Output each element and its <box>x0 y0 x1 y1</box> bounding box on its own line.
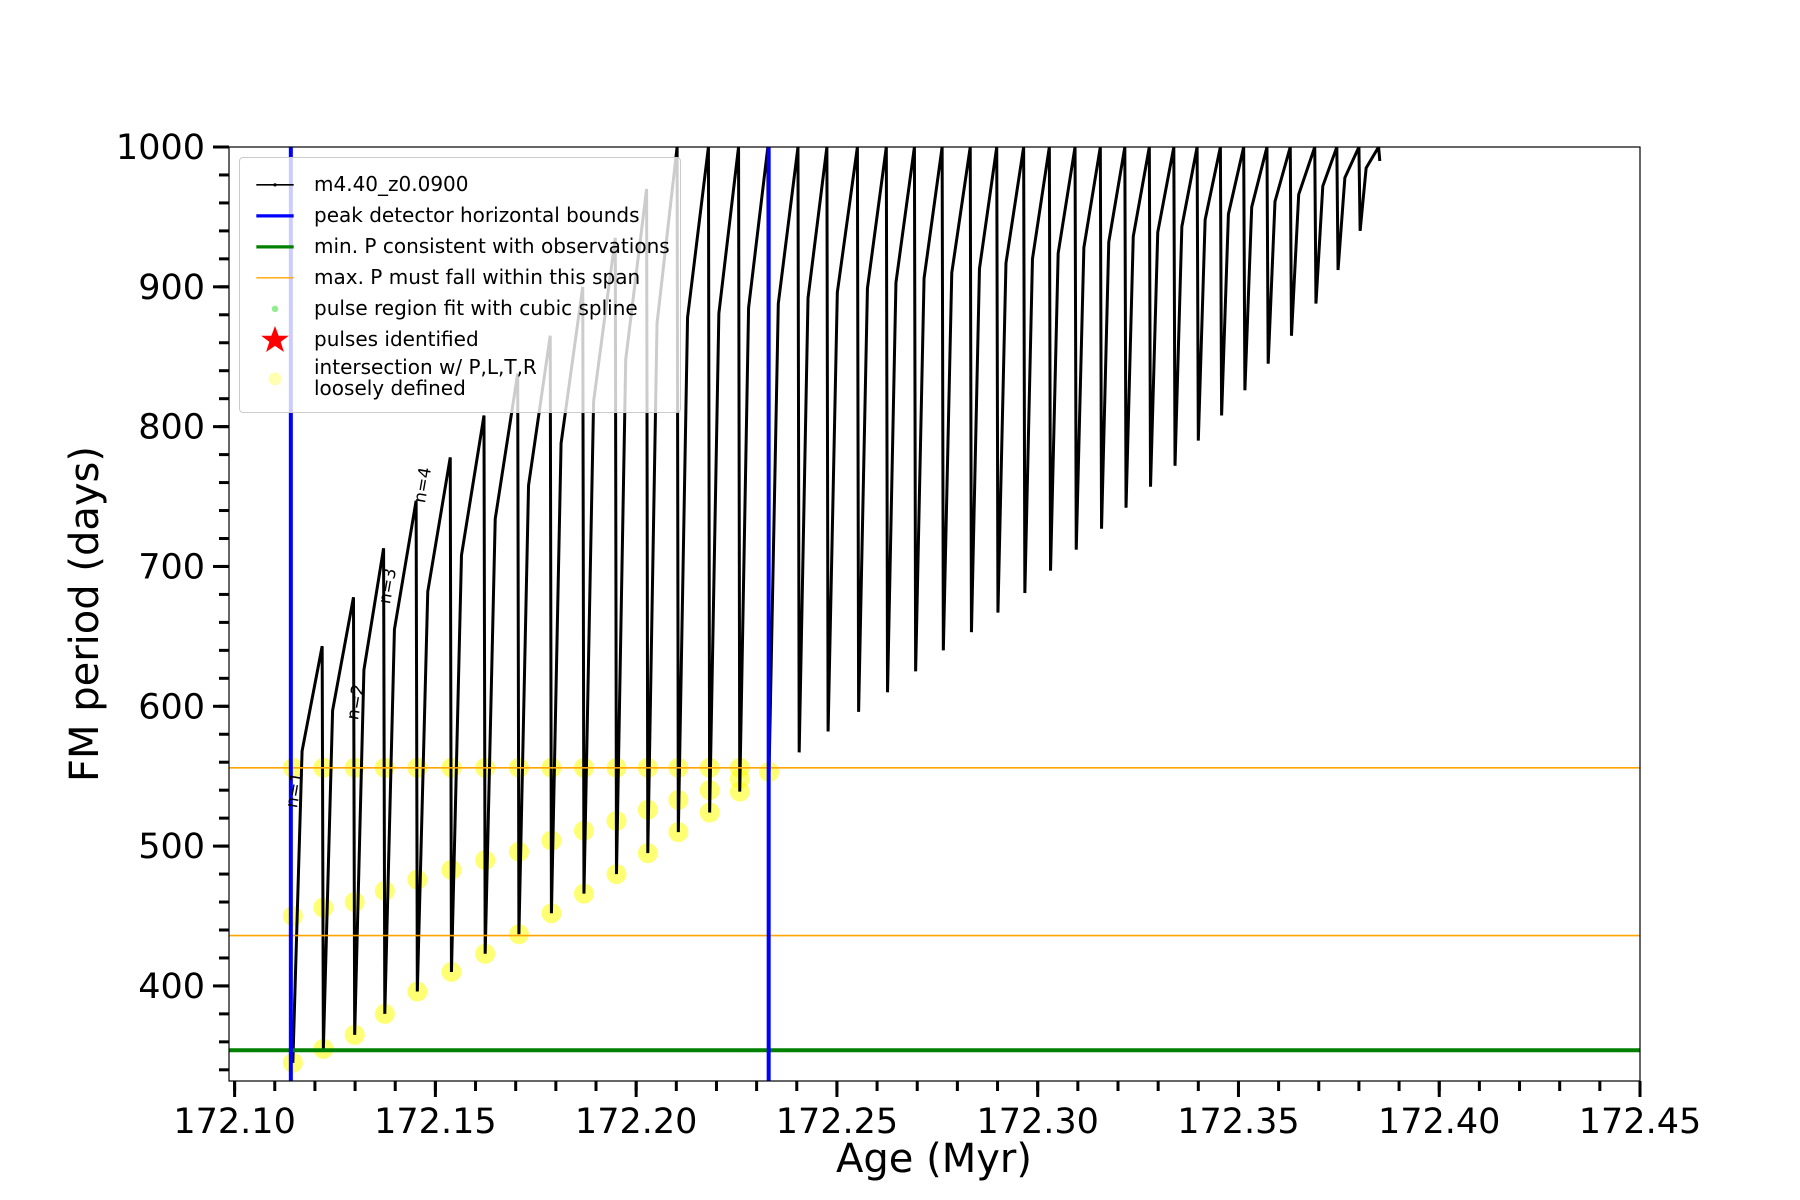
x-tick-label: 172.30 <box>976 1102 1098 1142</box>
y-tick-label: 500 <box>138 827 205 867</box>
x-tick-label: 172.40 <box>1378 1102 1500 1142</box>
legend-label: intersection w/ P,L,T,R loosely defined <box>314 355 537 400</box>
pulse-label: n=4 <box>410 466 436 505</box>
legend-icon <box>256 245 294 249</box>
legend-icon <box>256 214 294 218</box>
y-tick-label: 1000 <box>116 128 205 168</box>
plot-area <box>229 147 1640 1081</box>
axes-frame <box>228 146 1641 1082</box>
legend-icon <box>268 372 282 386</box>
legend-icon <box>261 326 289 352</box>
legend-item: max. P must fall within this span <box>250 264 670 290</box>
intersection-point <box>282 1052 303 1073</box>
x-axis-label: Age (Myr) <box>836 1136 1032 1182</box>
pulse-label: n=2 <box>343 683 369 722</box>
legend-item: intersection w/ P,L,T,R loosely defined <box>250 357 670 399</box>
x-tick-label: 172.25 <box>776 1102 898 1142</box>
legend-label: m4.40_z0.0900 <box>314 171 469 196</box>
legend-icon <box>256 277 294 279</box>
legend-item: pulse region fit with cubic spline <box>250 295 670 321</box>
series-line <box>291 147 1382 1063</box>
intersection-point <box>573 883 594 904</box>
legend-label: max. P must fall within this span <box>314 264 641 289</box>
legend-icon <box>256 183 294 187</box>
legend-icon <box>271 305 279 313</box>
y-tick-label: 700 <box>138 547 205 587</box>
legend-label: min. P consistent with observations <box>314 233 670 258</box>
legend-label: peak detector horizontal bounds <box>314 202 640 227</box>
x-tick-label: 172.20 <box>575 1102 697 1142</box>
legend-item: pulses identified <box>250 326 670 352</box>
intersection-point <box>699 802 720 823</box>
legend-item: min. P consistent with observations <box>250 233 670 259</box>
y-tick-label: 900 <box>138 268 205 308</box>
x-tick-label: 172.45 <box>1579 1102 1701 1142</box>
legend-item: peak detector horizontal bounds <box>250 202 670 228</box>
y-axis-label: FM period (days) <box>62 446 108 782</box>
intersection-point <box>282 906 303 927</box>
y-tick-label: 400 <box>138 967 205 1007</box>
x-tick-label: 172.35 <box>1177 1102 1299 1142</box>
pulse-label: n=1 <box>282 771 308 810</box>
legend-label: pulses identified <box>314 326 479 351</box>
legend-item: m4.40_z0.0900 <box>250 171 670 197</box>
intersection-point <box>637 843 658 864</box>
legend-label: pulse region fit with cubic spline <box>314 295 638 320</box>
y-tick-label: 600 <box>138 687 205 727</box>
x-tick-label: 172.10 <box>173 1102 295 1142</box>
y-tick-label: 800 <box>138 408 205 448</box>
x-tick-label: 172.15 <box>374 1102 496 1142</box>
